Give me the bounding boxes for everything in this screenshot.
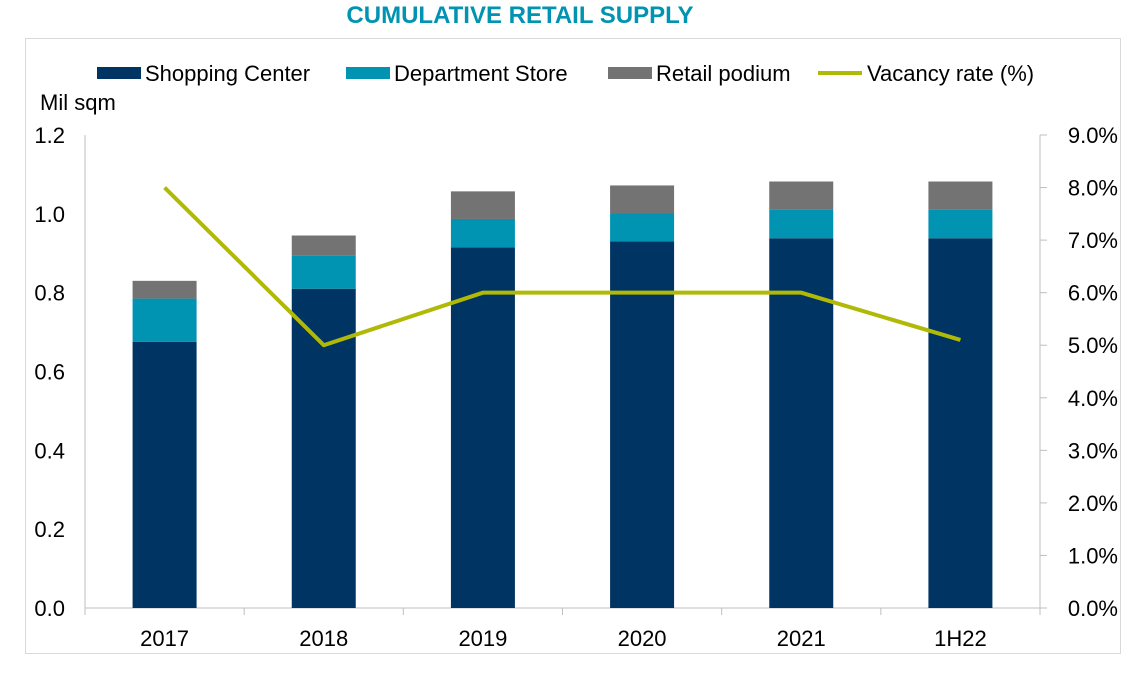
y-right-tick-label: 8.0% — [1068, 176, 1118, 201]
bar-retail-podium — [132, 280, 197, 299]
bar-shopping-center — [928, 238, 993, 608]
chart-title: CUMULATIVE RETAIL SUPPLY — [346, 2, 694, 29]
bar-department-store — [450, 218, 515, 248]
y-left-tick-label: 0.0 — [34, 596, 65, 621]
y-right-tick-label: 2.0% — [1068, 491, 1118, 516]
axes — [84, 134, 1047, 615]
legend-swatch-shopping-center — [97, 67, 141, 79]
y-right-tick-label: 3.0% — [1068, 438, 1118, 463]
y-right-tick-label: 6.0% — [1068, 281, 1118, 306]
y-left-tick-label: 1.0 — [34, 202, 65, 227]
y-left-tick-label: 0.8 — [34, 281, 65, 306]
legend-label-vacancy-rate-: Vacancy rate (%) — [867, 61, 1034, 86]
x-tick-label: 1H22 — [934, 626, 987, 651]
bar-retail-podium — [610, 185, 675, 214]
legend-label-department-store: Department Store — [394, 61, 568, 86]
bar-retail-podium — [291, 235, 356, 256]
y-left-tick-label: 0.6 — [34, 360, 65, 385]
bar-department-store — [610, 213, 675, 242]
y-left-tick-label: 0.2 — [34, 517, 65, 542]
x-tick-label: 2021 — [777, 626, 826, 651]
axis-labels: 0.0 0.2 0.4 0.6 0.8 1.0 1.2 0.0% 1.0% 2.0% 3.0% 4.0… — [34, 123, 1118, 651]
vacancy-line — [163, 186, 961, 348]
legend-swatch-retail-podium — [608, 67, 652, 79]
bar-shopping-center — [450, 247, 515, 608]
bar-department-store — [769, 209, 834, 239]
chart-frame — [25, 38, 1121, 654]
y-left-tick-label: 1.2 — [34, 123, 65, 148]
legend: Shopping Center Department Store Retail po… — [97, 61, 1034, 86]
y-right-tick-label: 1.0% — [1068, 543, 1118, 568]
y-right-tick-label: 0.0% — [1068, 596, 1118, 621]
x-tick-label: 2020 — [618, 626, 667, 651]
y-right-tick-label: 7.0% — [1068, 228, 1118, 253]
legend-label-shopping-center: Shopping Center — [145, 61, 310, 86]
bar-department-store — [132, 298, 197, 342]
bar-retail-podium — [450, 191, 515, 219]
y-right-tick-label: 5.0% — [1068, 333, 1118, 358]
bars — [132, 181, 993, 609]
bar-shopping-center — [132, 341, 197, 608]
bar-retail-podium — [928, 181, 993, 210]
y-axis-label: Mil sqm — [40, 90, 116, 115]
bar-shopping-center — [610, 241, 675, 609]
y-right-tick-label: 9.0% — [1068, 123, 1118, 148]
y-left-tick-label: 0.4 — [34, 438, 65, 463]
vacancy-rate-line — [163, 186, 961, 348]
x-tick-label: 2019 — [458, 626, 507, 651]
bar-department-store — [291, 255, 356, 289]
x-tick-label: 2017 — [140, 626, 189, 651]
legend-label-retail-podium: Retail podium — [656, 61, 791, 86]
bar-department-store — [928, 209, 993, 239]
y-right-tick-label: 4.0% — [1068, 386, 1118, 411]
bar-retail-podium — [769, 181, 834, 210]
bar-shopping-center — [291, 288, 356, 608]
legend-swatch-department-store — [346, 67, 390, 79]
x-tick-label: 2018 — [299, 626, 348, 651]
